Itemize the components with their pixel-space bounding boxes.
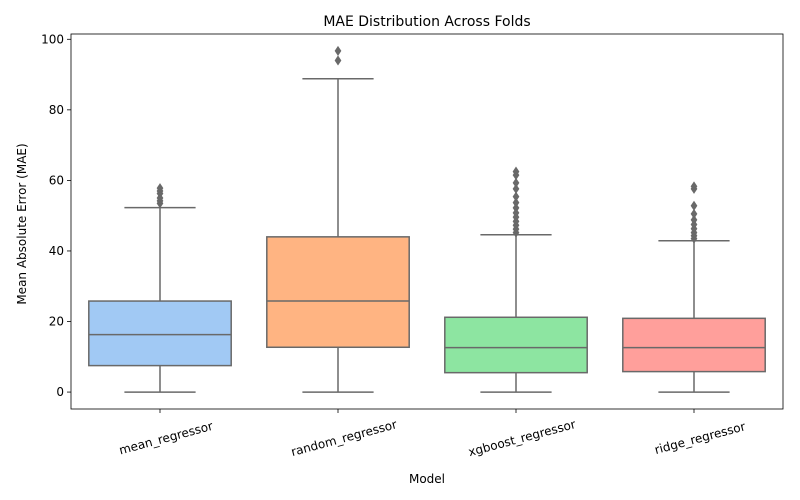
y-axis: 0 20 40 60 80 100 (41, 32, 71, 399)
box-iqr (88, 300, 232, 367)
y-tick-label: 20 (49, 315, 64, 329)
outlier-point (512, 197, 520, 208)
outlier-point (334, 55, 342, 66)
plot-frame (70, 33, 784, 410)
outlier-point (512, 183, 520, 194)
x-tick-label: ridge_regressor (653, 419, 747, 457)
outlier-point (512, 202, 520, 213)
x-tick-label: random_regressor (289, 417, 398, 459)
box-iqr (622, 317, 766, 373)
box-xgboost_regressor (444, 166, 588, 393)
outlier-point (334, 45, 342, 56)
y-tick-label: 60 (49, 173, 64, 187)
outlier-point (512, 177, 520, 188)
box-mean_regressor (88, 183, 232, 393)
x-tick-label: xgboost_regressor (467, 417, 577, 459)
box-iqr (266, 236, 410, 349)
outlier-point (690, 214, 698, 225)
outlier-point (512, 191, 520, 202)
y-tick-label: 40 (49, 244, 64, 258)
y-tick-label: 0 (56, 385, 64, 399)
outlier-point (512, 166, 520, 177)
box-ridge_regressor (622, 181, 766, 393)
chart-title: MAE Distribution Across Folds (323, 14, 530, 30)
plot-area (88, 45, 766, 393)
y-tick-label: 100 (41, 32, 64, 46)
box-random_regressor (266, 45, 410, 393)
box-iqr (444, 316, 588, 374)
outlier-point (690, 181, 698, 192)
y-axis-title: Mean Absolute Error (MAE) (15, 143, 29, 304)
outlier-point (690, 208, 698, 219)
outlier-point (156, 183, 164, 194)
y-tick-label: 80 (49, 103, 64, 117)
x-tick-label: mean_regressor (118, 419, 215, 458)
x-axis: mean_regressor random_regressor xgboost_re… (118, 409, 747, 459)
outlier-point (690, 200, 698, 211)
x-axis-title: Model (409, 472, 445, 486)
